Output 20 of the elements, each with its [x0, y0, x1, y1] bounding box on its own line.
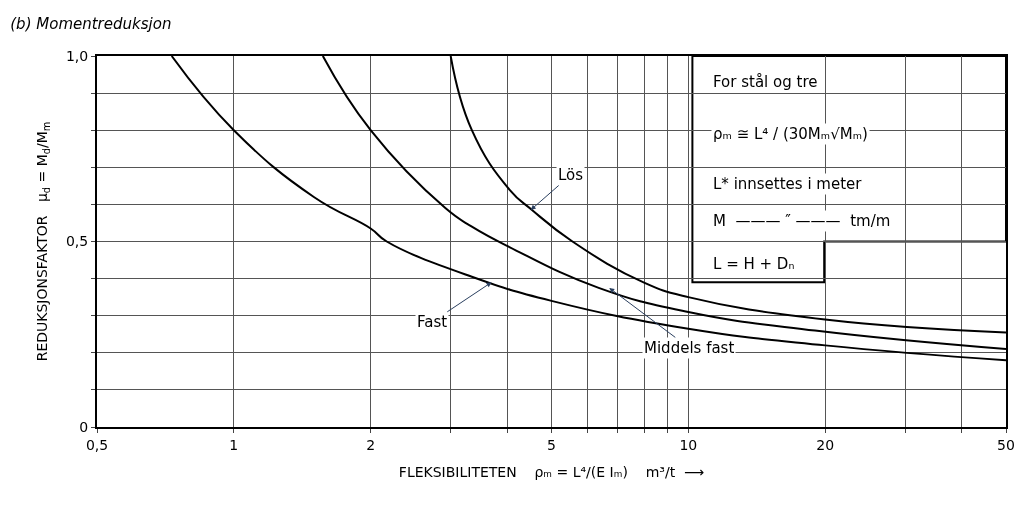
- x-tick-label: 10: [679, 436, 698, 453]
- annotation: L* innsettes i meter: [713, 175, 863, 193]
- x-tick-label: 50: [997, 436, 1015, 453]
- x-tick-label: 1: [229, 436, 239, 453]
- y-tick-label: 0,5: [65, 233, 89, 250]
- annotation: For stål og tre: [713, 73, 818, 91]
- annotation: M ——— ″ ——— tm/m: [713, 212, 891, 230]
- x-tick-label: 20: [816, 436, 835, 453]
- annotation: Lös: [558, 166, 584, 184]
- x-tick-label: 5: [547, 436, 556, 453]
- x-axis-title: FLEKSIBILITETEN ρₘ = L⁴/(E Iₘ) m³/t ⟶: [398, 463, 705, 480]
- annotation: Middels fast: [644, 339, 735, 357]
- annotation: L = H + Dₙ: [713, 255, 795, 273]
- chart-title: (b) Momentreduksjon: [10, 14, 172, 33]
- y-tick-label: 0: [79, 418, 89, 435]
- annotation: Fast: [417, 313, 448, 331]
- y-tick-label: 1,0: [65, 47, 89, 64]
- x-tick-label: 0,5: [85, 436, 109, 453]
- x-tick-label: 2: [366, 436, 376, 453]
- annotation: ρₘ ≅ L⁴ / (30Mₘ√Mₘ): [713, 125, 868, 143]
